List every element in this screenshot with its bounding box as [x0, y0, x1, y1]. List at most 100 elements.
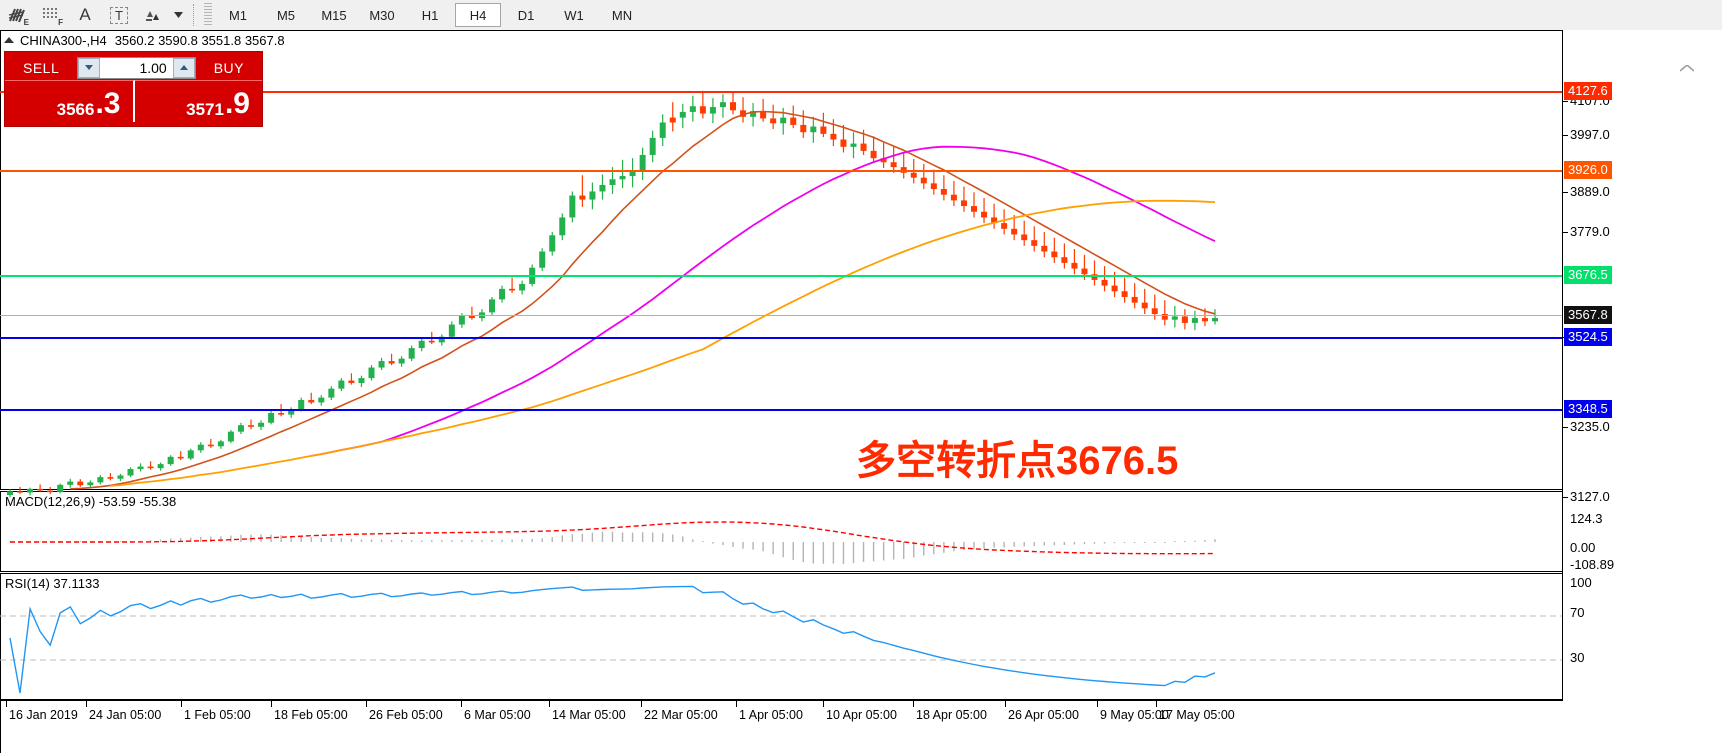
time-tick-label: 6 Mar 05:00 — [464, 708, 531, 722]
text-tool-glyph: A — [79, 5, 91, 24]
time-tick — [1097, 700, 1098, 707]
time-tick — [736, 700, 737, 707]
price-badge-3567.8: 3567.8 — [1564, 306, 1612, 324]
price-axis-line — [1562, 30, 1563, 700]
time-tick — [1156, 700, 1157, 707]
timeframe-bar: M1 M5 M15 M30 H1 H4 D1 W1 MN — [214, 3, 646, 27]
macd-label: MACD(12,26,9) -53.59 -55.38 — [5, 494, 177, 509]
price-badge-4127.6: 4127.6 — [1564, 82, 1612, 100]
chart-annotation: 多空转折点3676.5 — [856, 439, 1179, 483]
chart-area[interactable]: CHINA300-,H4 3560.2 3590.8 3551.8 3567.8… — [0, 30, 1722, 753]
time-tick — [181, 700, 182, 707]
timeframe-h4[interactable]: H4 — [455, 3, 501, 27]
time-tick-label: 14 Mar 05:00 — [552, 708, 626, 722]
sell-button[interactable]: SELL — [23, 59, 60, 76]
sell-price[interactable]: 3566 .3 — [5, 80, 135, 122]
rsi-label: RSI(14) 37.1133 — [5, 576, 100, 591]
toolbar: E F A T M1 M5 M15 M30 H1 H4 D1 W1 MN — [0, 0, 1722, 31]
rsi-plot — [0, 585, 1562, 694]
price-tick-label: 3889.0 — [1570, 184, 1610, 199]
time-tick-label: 9 May 05:00 — [1100, 708, 1169, 722]
time-axis[interactable]: 16 Jan 2019 24 Jan 05:00 1 Feb 05:00 18 Feb… — [0, 700, 1563, 753]
price-tick — [1563, 192, 1568, 193]
level-line-3676.5 — [0, 275, 1562, 277]
timeframe-m1[interactable]: M1 — [228, 7, 248, 23]
current-price-line — [0, 315, 1562, 316]
volume-increase-button[interactable] — [172, 57, 195, 78]
collapse-triangle-icon[interactable] — [4, 37, 14, 43]
buy-price[interactable]: 3571 .9 — [134, 80, 262, 122]
price-tick-label: 3235.0 — [1570, 419, 1610, 434]
volume-input[interactable]: 1.00 — [139, 59, 167, 76]
rsi-axis-label-30: 30 — [1570, 650, 1585, 665]
macd-axis-label-max: 124.3 — [1570, 511, 1603, 526]
time-tick-label: 18 Feb 05:00 — [274, 708, 348, 722]
price-badge-3348.5: 3348.5 — [1564, 400, 1612, 418]
sell-price-integer: 3566 — [56, 100, 95, 119]
time-tick — [1005, 700, 1006, 707]
timeframe-m15[interactable]: M15 — [321, 7, 347, 23]
volume-stepper[interactable]: 1.00 — [77, 56, 196, 79]
price-badge-3524.5: 3524.5 — [1564, 328, 1612, 346]
buy-button[interactable]: BUY — [213, 59, 244, 76]
price-tick — [1563, 427, 1568, 428]
label-tool-icon[interactable]: T — [102, 1, 136, 29]
time-tick — [86, 700, 87, 707]
macd-axis-label-min: -108.89 — [1570, 557, 1615, 572]
symbol-ohlc: 3560.2 3590.8 3551.8 3567.8 — [114, 32, 285, 48]
price-badge-3676.5: 3676.5 — [1564, 266, 1612, 284]
pane-collapse-icon[interactable] — [1679, 60, 1695, 72]
symbol-header: CHINA300-,H4 3560.2 3590.8 3551.8 3567.8 — [2, 31, 285, 49]
rsi-pane[interactable] — [0, 573, 1562, 700]
toolbar-drag-handle[interactable] — [204, 3, 212, 27]
time-tick — [913, 700, 914, 707]
objects-icon[interactable] — [136, 1, 170, 29]
label-tool-glyph: T — [110, 6, 128, 24]
timeframe-h1[interactable]: H1 — [421, 7, 439, 23]
time-tick-label: 10 Apr 05:00 — [826, 708, 897, 722]
time-tick-label: 22 Mar 05:00 — [644, 708, 718, 722]
price-tick-label: 3779.0 — [1570, 224, 1610, 239]
time-tick-label: 1 Apr 05:00 — [739, 708, 803, 722]
time-tick — [366, 700, 367, 707]
timeframe-m5[interactable]: M5 — [276, 7, 296, 23]
macd-pane[interactable] — [0, 491, 1562, 572]
time-tick — [641, 700, 642, 707]
time-tick-label: 24 Jan 05:00 — [89, 708, 162, 722]
sell-price-decimal: .3 — [95, 86, 121, 120]
price-tick — [1563, 232, 1568, 233]
time-tick-label: 18 Apr 05:00 — [916, 708, 987, 722]
toolbar-divider — [193, 4, 195, 26]
timeframe-m30[interactable]: M30 — [369, 7, 395, 23]
time-tick-label: 16 Jan 2019 — [9, 708, 78, 722]
time-tick — [6, 700, 7, 707]
price-tick-label: 3127.0 — [1570, 489, 1610, 504]
time-tick — [271, 700, 272, 707]
time-tick — [549, 700, 550, 707]
timeframe-mn[interactable]: MN — [611, 7, 633, 23]
macd-plot — [9, 521, 1216, 564]
time-tick-label: 17 May 05:00 — [1159, 708, 1235, 722]
level-line-3524.5 — [0, 337, 1562, 339]
time-tick-label: 1 Feb 05:00 — [184, 708, 251, 722]
indicators-icon-label: E — [23, 18, 29, 27]
time-axis-line — [1, 700, 1563, 701]
price-tick — [1563, 497, 1568, 498]
rsi-axis-label-70: 70 — [1570, 605, 1585, 620]
symbol-name: CHINA300-,H4 — [20, 32, 107, 48]
price-tick — [1563, 101, 1568, 102]
text-tool-icon[interactable]: A — [68, 1, 102, 29]
timeframe-d1[interactable]: D1 — [517, 7, 535, 23]
level-line-4127.6 — [0, 91, 1562, 93]
volume-decrease-button[interactable] — [78, 57, 101, 78]
level-line-3926.0 — [0, 170, 1562, 172]
macd-axis-label-zero: 0.00 — [1570, 540, 1596, 555]
time-tick-label: 26 Apr 05:00 — [1008, 708, 1079, 722]
time-tick — [461, 700, 462, 707]
objects-dropdown-icon[interactable] — [170, 1, 186, 29]
timeframe-w1[interactable]: W1 — [564, 7, 584, 23]
one-click-trading-panel[interactable]: SELL 1.00 BUY 3566 .3 3571 .9 — [5, 52, 262, 126]
indicators-icon[interactable]: E — [0, 1, 34, 29]
time-tick — [823, 700, 824, 707]
grid-icon[interactable]: F — [34, 1, 68, 29]
